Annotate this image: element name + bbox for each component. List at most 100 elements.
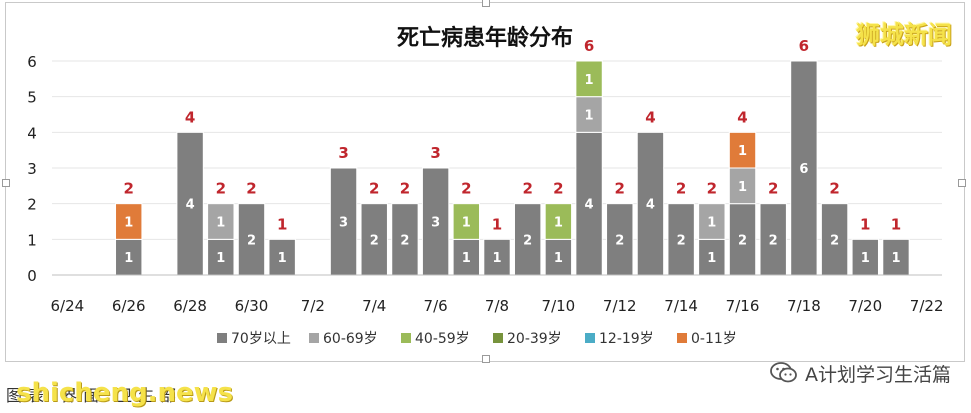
bar-value-label: 1	[738, 144, 747, 159]
bar-total-label: 2	[615, 180, 625, 198]
bar-value-label: 1	[216, 216, 225, 231]
bar-segment	[452, 203, 481, 240]
y-tick-label: 5	[27, 89, 37, 107]
bar-value-label: 2	[769, 233, 778, 248]
bar-segment	[207, 203, 235, 240]
x-tick-label: 7/8	[485, 297, 509, 315]
bar-segment	[513, 203, 542, 276]
x-tick-label: 6/30	[235, 297, 269, 315]
bar-value-label: 4	[585, 198, 594, 213]
x-tick-label: 6/24	[51, 297, 85, 315]
source-caption: 图表 界面 卫生部	[6, 386, 183, 405]
legend-label: 12-19岁	[599, 331, 654, 347]
bar-segment	[851, 238, 879, 276]
bar-segment	[728, 203, 757, 276]
bar-total-label: 2	[829, 180, 839, 198]
bar-value-label: 4	[646, 198, 655, 213]
y-tick-label: 1	[27, 231, 37, 249]
bar-value-label: 1	[738, 180, 747, 195]
bar-segment	[544, 238, 573, 276]
bar-segment	[575, 131, 603, 276]
bar-total-label: 2	[676, 180, 686, 198]
legend-swatch	[217, 333, 227, 343]
bar-total-label: 1	[492, 215, 502, 233]
bar-value-label: 2	[677, 233, 686, 248]
legend-swatch	[401, 333, 411, 343]
bar-value-label: 4	[186, 198, 195, 213]
bar-total-label: 4	[185, 108, 195, 126]
y-tick-label: 4	[27, 124, 37, 142]
resize-handle-top[interactable]	[482, 0, 490, 7]
bar-segment	[575, 96, 603, 133]
bar-value-label: 1	[861, 251, 870, 266]
y-tick-label: 6	[27, 53, 37, 71]
account-badge: A计划学习生活篇	[769, 358, 951, 388]
corner-logo: 狮城新闻	[856, 21, 952, 49]
resize-handle-right[interactable]	[958, 179, 966, 187]
bar-segment	[882, 238, 910, 276]
bar-value-label: 1	[585, 73, 594, 88]
bar-value-label: 1	[891, 251, 900, 266]
bar-total-label: 2	[400, 180, 410, 198]
bar-value-label: 2	[370, 233, 379, 248]
legend-swatch	[677, 333, 687, 343]
bar-value-label: 2	[615, 233, 624, 248]
bar-value-label: 1	[707, 251, 716, 266]
bar-total-label: 1	[891, 215, 901, 233]
resize-handle-left[interactable]	[2, 179, 10, 187]
bar-segment	[329, 167, 358, 276]
bar-value-label: 1	[216, 251, 225, 266]
x-tick-label: 7/2	[301, 297, 325, 315]
bar-segment	[759, 203, 787, 276]
bar-segment	[268, 238, 296, 276]
resize-handle-bottom[interactable]	[482, 355, 490, 363]
bar-segment	[483, 238, 511, 276]
chart-title: 死亡病患年龄分布	[397, 25, 573, 51]
legend-swatch	[309, 333, 319, 343]
bar-value-label: 1	[124, 251, 133, 266]
bar-value-label: 1	[707, 216, 716, 231]
wechat-icon	[770, 362, 797, 383]
legend-label: 40-59岁	[415, 331, 470, 347]
x-tick-label: 7/14	[664, 297, 698, 315]
x-tick-label: 7/22	[910, 297, 944, 315]
bar-total-label: 6	[799, 37, 809, 55]
bar-total-label: 3	[430, 144, 440, 162]
x-tick-label: 7/12	[603, 297, 637, 315]
y-tick-label: 3	[27, 160, 37, 178]
bar-total-label: 1	[860, 215, 870, 233]
bar-value-label: 1	[462, 216, 471, 231]
chart-frame: 死亡病患年龄分布 0 1 2 3 4 5 6 6/24 1 1 2 6/26 4 4 6/28 1 1 2 2 2 6/3…	[2, 0, 966, 363]
y-tick-label: 2	[27, 196, 37, 214]
legend-label: 60-69岁	[323, 331, 378, 347]
bar-segment	[115, 203, 143, 240]
x-tick-label: 6/28	[173, 297, 207, 315]
bar-total-label: 3	[338, 144, 348, 162]
bar-value-label: 2	[523, 233, 532, 248]
bar-value-label: 1	[492, 251, 501, 266]
bar-total-label: 1	[277, 215, 287, 233]
bar-segment	[237, 203, 266, 276]
bottom-left-caption-area: 图表 界面 卫生部 shicheng.news	[6, 378, 266, 408]
bar-segment	[606, 203, 634, 276]
bar-segment	[391, 203, 419, 276]
y-tick-label: 0	[27, 267, 37, 285]
bar-value-label: 1	[278, 251, 287, 266]
bar-value-label: 2	[247, 233, 256, 248]
bar-value-label: 3	[431, 216, 440, 231]
bar-segment	[544, 203, 573, 240]
bar-segment	[728, 167, 757, 205]
bar-total-label: 2	[461, 180, 471, 198]
bar-total-label: 4	[737, 108, 747, 126]
legend-swatch	[585, 333, 595, 343]
bar-segment	[575, 60, 603, 98]
x-tick-label: 6/26	[112, 297, 146, 315]
bar-segment	[698, 203, 726, 240]
bar-total-label: 2	[522, 180, 532, 198]
bar-value-label: 3	[339, 216, 348, 231]
bar-value-label: 1	[554, 216, 563, 231]
bar-segment	[698, 238, 726, 276]
bar-segment	[728, 131, 757, 169]
site-watermark: shicheng.news	[16, 378, 234, 408]
bar-value-label: 1	[585, 109, 594, 124]
